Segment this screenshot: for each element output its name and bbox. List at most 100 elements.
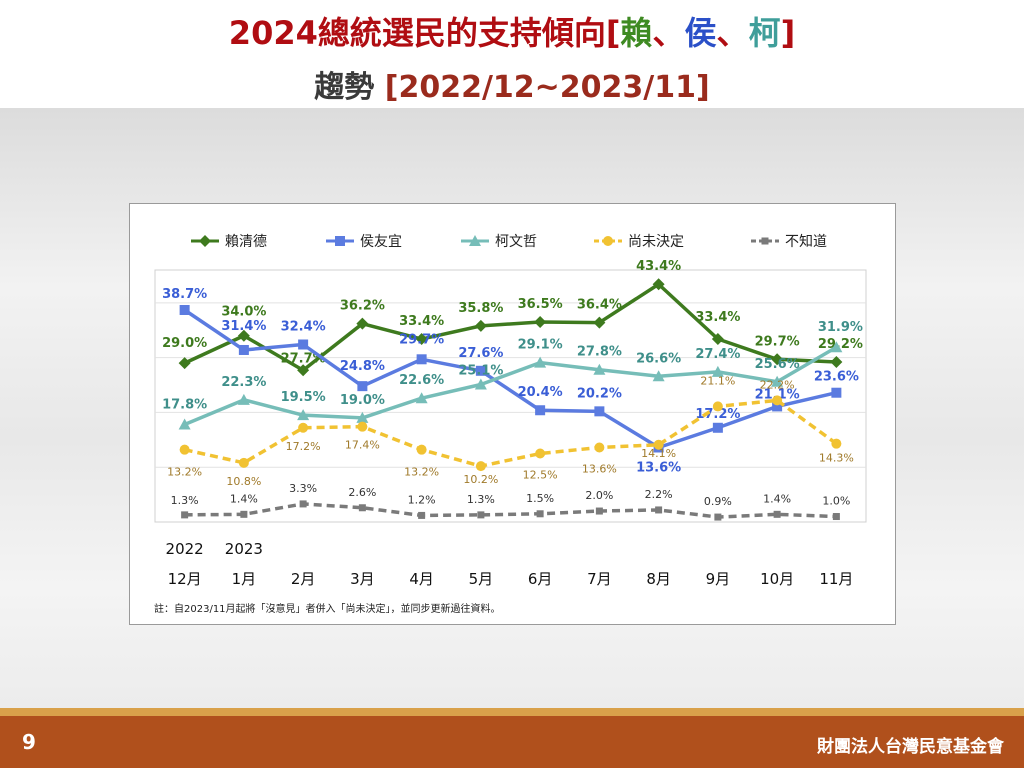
data-point [714, 513, 722, 521]
data-point [415, 333, 428, 346]
data-label: 25.1% [458, 363, 503, 378]
year-label: 2022 [166, 540, 204, 558]
data-label: 27.4% [695, 347, 740, 362]
data-label: 38.7% [162, 287, 207, 302]
data-label: 17.2% [695, 407, 740, 422]
data-point [357, 381, 368, 392]
data-point [356, 411, 369, 423]
data-label: 1.2% [408, 493, 436, 506]
slide-footer: 9 財團法人台灣民意基金會 [0, 716, 1024, 768]
title-separator: 、 [716, 14, 749, 52]
organization-name: 財團法人台灣民意基金會 [817, 737, 1004, 757]
data-label: 26.6% [636, 351, 681, 366]
data-label: 27.8% [577, 345, 622, 360]
data-label: 14.3% [819, 452, 854, 465]
slide-subtitle: 趨勢 [2022/12~2023/11] [0, 62, 1024, 106]
data-point [418, 511, 426, 519]
data-point [416, 444, 427, 455]
data-point [240, 510, 248, 518]
data-point [711, 333, 724, 346]
data-label: 35.8% [458, 301, 503, 316]
subtitle-prefix: 趨勢 [314, 70, 385, 105]
x-tick-label: 5月 [469, 570, 494, 588]
x-tick-label: 2月 [291, 570, 316, 588]
data-point [237, 393, 250, 405]
data-label: 36.2% [340, 299, 385, 314]
data-label: 21.1% [700, 374, 735, 387]
data-label: 1.4% [230, 492, 258, 505]
data-point [178, 418, 191, 430]
data-point [356, 317, 369, 330]
data-point [181, 511, 189, 519]
data-label: 43.4% [636, 259, 681, 274]
data-point [772, 401, 783, 412]
x-tick-label: 12月 [168, 570, 202, 588]
data-label: 34.0% [221, 305, 266, 320]
data-point [178, 357, 191, 370]
line-chart: 賴清德 侯友宜 柯文哲 尚未決定 不知道 29.0% 34.0% 27.7% 36.2% 33.4… [154, 233, 867, 615]
data-label: 23.6% [814, 370, 859, 385]
data-label: 22.2% [760, 378, 795, 391]
data-point [653, 439, 664, 450]
legend-marker [335, 236, 345, 246]
data-label: 29.0% [162, 336, 207, 351]
year-label: 2023 [225, 540, 263, 558]
legend-label: 尚未決定 [628, 234, 684, 250]
data-label: 14.1% [641, 447, 676, 460]
data-label: 1.4% [763, 492, 791, 505]
data-label: 27.7% [281, 351, 326, 366]
data-point [534, 316, 547, 329]
series-line [184, 502, 837, 519]
data-label: 27.6% [458, 346, 503, 361]
slide-header: 2024總統選民的支持傾向[賴、侯、柯] 趨勢 [2022/12~2023/11… [0, 0, 1024, 108]
data-point [534, 356, 547, 368]
series-line [183, 308, 837, 450]
x-tick-label: 11月 [819, 570, 853, 588]
data-label: 33.4% [399, 314, 444, 329]
data-label: 19.0% [340, 393, 385, 408]
x-tick-label: 10月 [760, 570, 794, 588]
data-point [237, 329, 250, 342]
series-line [183, 282, 837, 373]
x-tick-label: 4月 [409, 570, 434, 588]
data-point [297, 364, 310, 377]
data-label: 1.5% [526, 492, 554, 505]
data-label: 2.0% [585, 489, 613, 502]
data-point [772, 395, 783, 406]
data-label: 20.2% [577, 386, 622, 401]
data-point [299, 500, 307, 508]
data-label: 22.3% [221, 375, 266, 390]
legend-marker [469, 235, 481, 246]
data-point [357, 421, 368, 432]
data-point [474, 319, 487, 332]
series-line [183, 345, 838, 427]
data-label: 12.5% [523, 469, 558, 482]
title-suffix: ] [780, 14, 796, 52]
data-label: 2.2% [645, 488, 673, 501]
x-tick-label: 1月 [232, 570, 257, 588]
data-point [831, 387, 842, 398]
x-tick-label: 7月 [587, 570, 612, 588]
x-tick-label: 9月 [706, 570, 731, 588]
data-point [773, 510, 781, 518]
data-label: 1.3% [467, 493, 495, 506]
title-prefix: 2024總統選民的支持傾向[ [228, 14, 621, 52]
legend-marker [603, 236, 613, 246]
data-label: 31.4% [221, 319, 266, 334]
data-label: 17.8% [162, 397, 207, 412]
data-point [831, 438, 842, 449]
data-point [593, 363, 606, 375]
data-label: 32.4% [281, 320, 326, 335]
data-label: 31.9% [818, 320, 863, 335]
data-point [415, 392, 428, 404]
data-label: 13.2% [404, 466, 439, 479]
data-label: 1.0% [822, 495, 850, 508]
data-point [771, 353, 784, 366]
data-point [711, 365, 724, 377]
x-tick-label: 8月 [646, 570, 671, 588]
chart-note: 註：自2023/11月起將「沒意見」者併入「尚未決定」，並同步更新過往資料。 [154, 602, 501, 615]
data-point [594, 406, 605, 417]
data-label: 10.2% [463, 473, 498, 486]
data-point [298, 422, 309, 433]
page-number: 9 [22, 730, 36, 754]
